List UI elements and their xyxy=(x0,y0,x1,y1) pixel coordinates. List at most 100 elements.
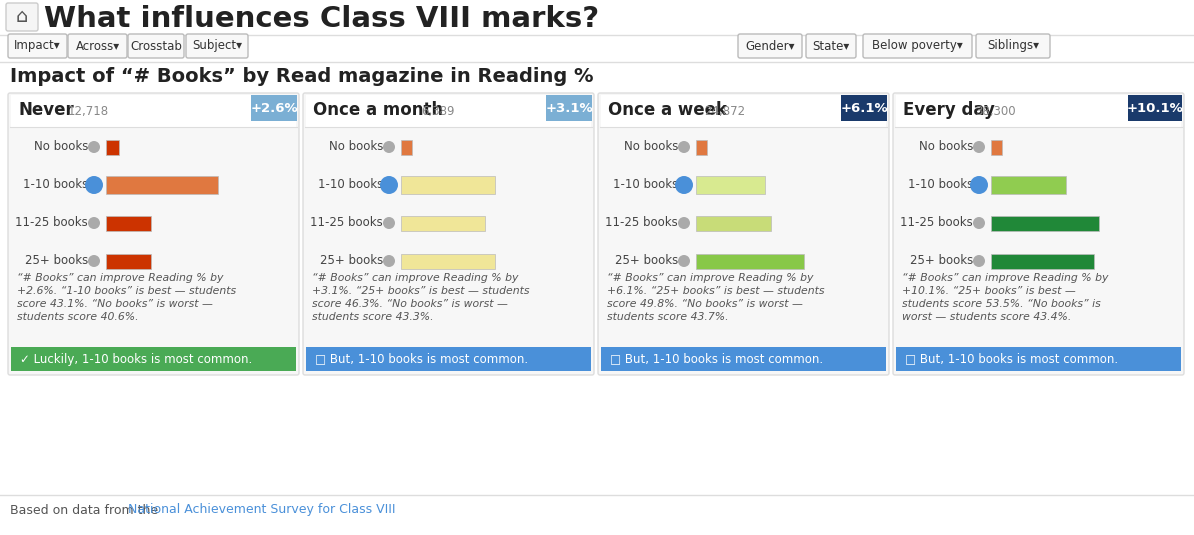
Text: 25+ books: 25+ books xyxy=(910,255,973,268)
Ellipse shape xyxy=(973,141,985,153)
Text: No books: No books xyxy=(328,141,383,154)
FancyBboxPatch shape xyxy=(806,34,856,58)
Text: 38,300: 38,300 xyxy=(975,105,1016,118)
Bar xyxy=(991,216,1100,231)
Text: “# Books” can improve Reading % by: “# Books” can improve Reading % by xyxy=(901,273,1108,283)
FancyBboxPatch shape xyxy=(598,93,890,375)
Text: +3.1%. “25+ books” is best — students: +3.1%. “25+ books” is best — students xyxy=(312,286,529,296)
Text: score 46.3%. “No books” is worst —: score 46.3%. “No books” is worst — xyxy=(312,299,507,309)
Ellipse shape xyxy=(88,141,100,153)
Text: +3.1%: +3.1% xyxy=(546,102,592,114)
Bar xyxy=(401,176,494,194)
Text: Siblings▾: Siblings▾ xyxy=(987,40,1039,52)
Text: Every day: Every day xyxy=(903,101,995,119)
Text: Impact▾: Impact▾ xyxy=(14,40,61,52)
Text: students score 53.5%. “No books” is: students score 53.5%. “No books” is xyxy=(901,299,1101,309)
Text: Impact of “# Books” by Read magazine in Reading %: Impact of “# Books” by Read magazine in … xyxy=(10,67,593,86)
Ellipse shape xyxy=(675,176,693,194)
FancyBboxPatch shape xyxy=(68,34,127,58)
Bar xyxy=(991,176,1066,194)
Text: Crosstab: Crosstab xyxy=(130,40,181,52)
Text: 11-25 books: 11-25 books xyxy=(16,217,88,230)
FancyBboxPatch shape xyxy=(186,34,248,58)
Ellipse shape xyxy=(678,217,690,229)
Ellipse shape xyxy=(973,217,985,229)
Bar xyxy=(11,95,296,127)
Bar xyxy=(696,254,805,269)
Bar xyxy=(696,176,765,194)
Bar xyxy=(251,95,297,121)
FancyBboxPatch shape xyxy=(893,93,1184,375)
Text: 6,389: 6,389 xyxy=(421,105,455,118)
FancyBboxPatch shape xyxy=(303,93,593,375)
Text: No books: No books xyxy=(33,141,88,154)
Bar xyxy=(546,95,592,121)
Text: Based on data from the: Based on data from the xyxy=(10,503,162,516)
Ellipse shape xyxy=(973,255,985,267)
Text: Never: Never xyxy=(18,101,74,119)
Bar xyxy=(306,347,591,371)
Text: Across▾: Across▾ xyxy=(75,40,119,52)
Text: 25+ books: 25+ books xyxy=(615,255,678,268)
Text: Once a month: Once a month xyxy=(313,101,443,119)
Bar xyxy=(991,254,1094,269)
Bar xyxy=(896,347,1181,371)
Bar xyxy=(106,140,119,155)
Bar xyxy=(401,254,494,269)
Bar xyxy=(106,254,150,269)
Text: 1-10 books: 1-10 books xyxy=(23,179,88,192)
Text: +10.1%. “25+ books” is best —: +10.1%. “25+ books” is best — xyxy=(901,286,1076,296)
Text: “# Books” can improve Reading % by: “# Books” can improve Reading % by xyxy=(17,273,223,283)
Text: +10.1%: +10.1% xyxy=(1127,102,1183,114)
Text: students score 40.6%.: students score 40.6%. xyxy=(17,312,139,322)
Bar xyxy=(11,347,296,371)
Bar xyxy=(601,95,886,127)
Text: “# Books” can improve Reading % by: “# Books” can improve Reading % by xyxy=(312,273,518,283)
Bar xyxy=(401,216,485,231)
Bar xyxy=(106,176,219,194)
Text: +2.6%. “1-10 books” is best — students: +2.6%. “1-10 books” is best — students xyxy=(17,286,236,296)
Ellipse shape xyxy=(383,141,395,153)
Text: 11-25 books: 11-25 books xyxy=(605,217,678,230)
Bar xyxy=(896,95,1181,127)
Text: Gender▾: Gender▾ xyxy=(745,40,795,52)
Bar xyxy=(841,95,887,121)
Ellipse shape xyxy=(88,255,100,267)
Text: 11-25 books: 11-25 books xyxy=(310,217,383,230)
Text: score 43.1%. “No books” is worst —: score 43.1%. “No books” is worst — xyxy=(17,299,213,309)
Text: No books: No books xyxy=(623,141,678,154)
FancyBboxPatch shape xyxy=(863,34,972,58)
Ellipse shape xyxy=(678,141,690,153)
Bar xyxy=(306,95,591,127)
Ellipse shape xyxy=(970,176,987,194)
Text: students score 43.3%.: students score 43.3%. xyxy=(312,312,433,322)
Bar xyxy=(106,216,150,231)
Text: □ But, 1-10 books is most common.: □ But, 1-10 books is most common. xyxy=(610,353,823,365)
Bar xyxy=(991,140,1002,155)
Text: State▾: State▾ xyxy=(812,40,850,52)
Ellipse shape xyxy=(88,217,100,229)
Text: 1-10 books: 1-10 books xyxy=(907,179,973,192)
Bar xyxy=(401,140,412,155)
Bar xyxy=(1128,95,1182,121)
Bar xyxy=(601,347,886,371)
FancyBboxPatch shape xyxy=(8,34,67,58)
Text: students score 43.7%.: students score 43.7%. xyxy=(607,312,728,322)
Text: “# Books” can improve Reading % by: “# Books” can improve Reading % by xyxy=(607,273,813,283)
Text: ⌂: ⌂ xyxy=(16,7,29,27)
Ellipse shape xyxy=(383,255,395,267)
Bar xyxy=(696,140,707,155)
FancyBboxPatch shape xyxy=(128,34,184,58)
Text: Subject▾: Subject▾ xyxy=(192,40,242,52)
Text: 25+ books: 25+ books xyxy=(25,255,88,268)
Text: 12,718: 12,718 xyxy=(68,105,109,118)
Text: ✓ Luckily, 1-10 books is most common.: ✓ Luckily, 1-10 books is most common. xyxy=(20,353,252,365)
Text: +6.1%: +6.1% xyxy=(841,102,888,114)
FancyBboxPatch shape xyxy=(8,93,298,375)
Text: 11-25 books: 11-25 books xyxy=(900,217,973,230)
Text: Below poverty▾: Below poverty▾ xyxy=(872,40,962,52)
Text: +2.6%: +2.6% xyxy=(251,102,297,114)
Ellipse shape xyxy=(85,176,103,194)
Text: score 49.8%. “No books” is worst —: score 49.8%. “No books” is worst — xyxy=(607,299,802,309)
Text: What influences Class VIII marks?: What influences Class VIII marks? xyxy=(44,5,599,33)
